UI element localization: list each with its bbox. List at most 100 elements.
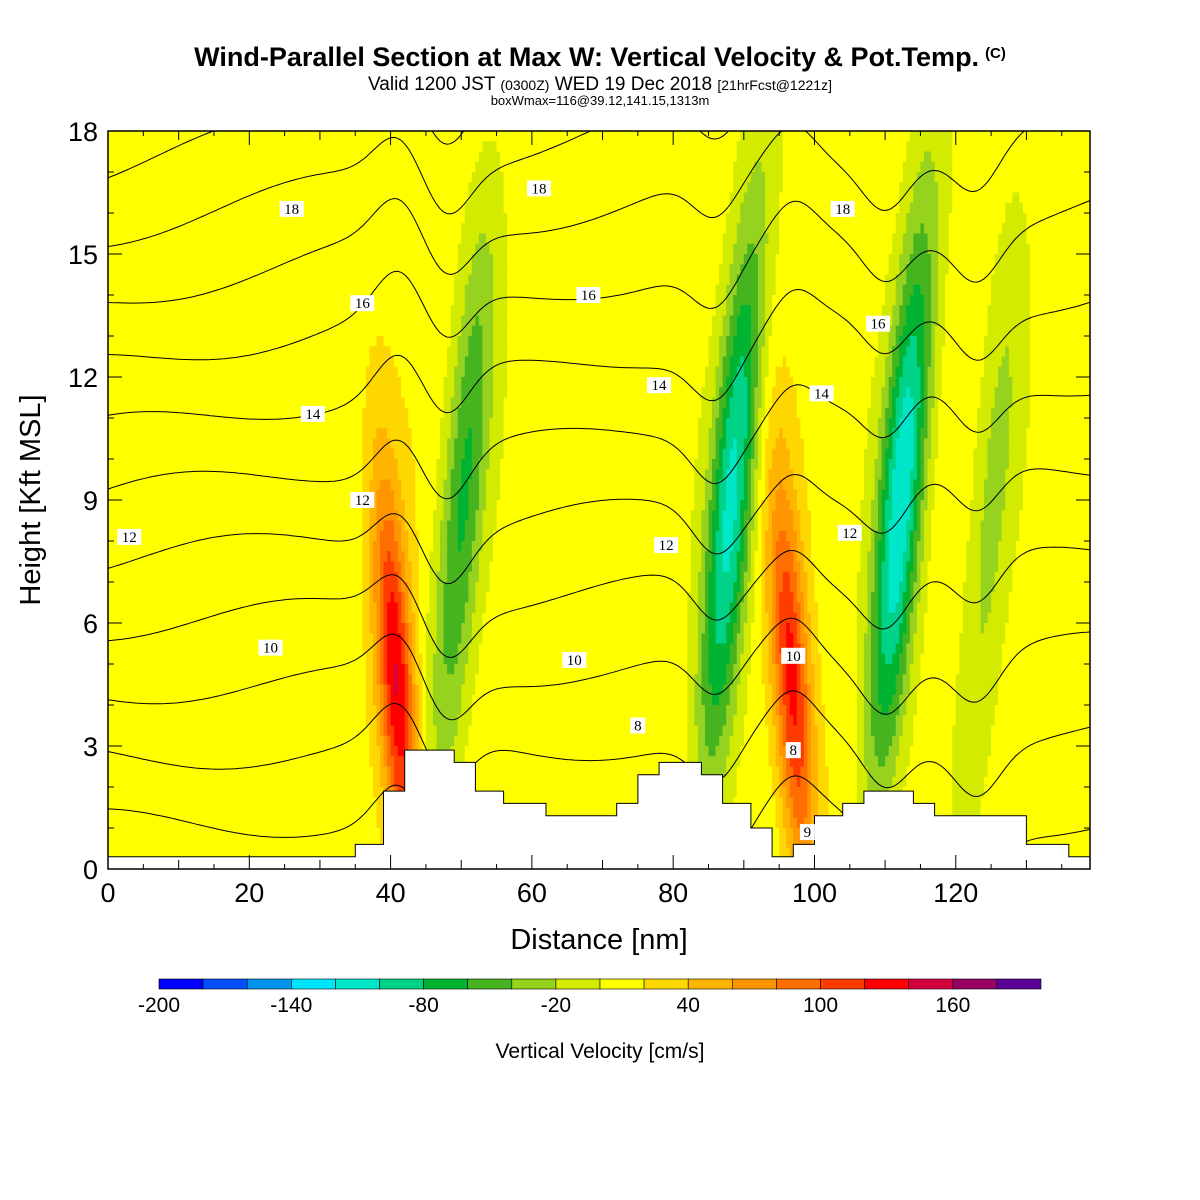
velocity-cell (447, 366, 455, 378)
velocity-cell (754, 161, 763, 173)
velocity-cell (863, 633, 872, 645)
velocity-cell (991, 746, 1090, 757)
velocity-cell (757, 377, 763, 388)
velocity-cell (408, 653, 413, 665)
velocity-cell (782, 817, 791, 829)
velocity-cell (810, 746, 819, 757)
velocity-cell (697, 746, 710, 757)
velocity-cell (945, 336, 985, 347)
velocity-cell (464, 612, 473, 624)
x-axis-label: Distance [nm] (510, 924, 687, 956)
velocity-cell (489, 459, 501, 470)
velocity-cell (425, 694, 434, 706)
velocity-cell (461, 459, 473, 470)
velocity-cell (909, 746, 953, 757)
velocity-cell (878, 336, 890, 347)
velocity-cell (701, 541, 710, 552)
velocity-cell (108, 315, 452, 327)
velocity-cell (768, 520, 773, 532)
velocity-cell (810, 520, 861, 532)
velocity-cell (108, 407, 363, 419)
velocity-cell (507, 377, 706, 388)
velocity-cell (881, 305, 893, 317)
velocity-cell (701, 694, 713, 706)
velocity-cell (383, 602, 388, 614)
contour-label-12: 12 (350, 492, 375, 509)
velocity-cell (719, 264, 731, 276)
isentrope-16 (108, 131, 1026, 304)
velocity-cell (471, 561, 480, 573)
velocity-cell (464, 284, 494, 296)
velocity-cell (383, 582, 399, 593)
velocity-cell (740, 305, 752, 317)
velocity-cell (821, 674, 858, 686)
velocity-cell (874, 735, 893, 747)
velocity-cell (913, 500, 918, 511)
velocity-cell (916, 346, 925, 358)
velocity-cell (902, 397, 914, 409)
velocity-cell (856, 715, 865, 727)
velocity-cell (796, 715, 805, 727)
velocity-cell (722, 377, 727, 388)
velocity-cell (704, 561, 713, 573)
velocity-cell (729, 192, 745, 204)
velocity-cell (376, 428, 388, 440)
velocity-cell (895, 684, 904, 696)
velocity-cell (899, 387, 907, 399)
velocity-cell (1001, 643, 1090, 655)
velocity-cell (870, 612, 879, 624)
velocity-cell (401, 377, 445, 388)
copyright-mark: (C) (985, 45, 1006, 62)
velocity-cell (874, 530, 883, 542)
velocity-cell (415, 694, 420, 706)
velocity-cell (867, 776, 893, 788)
velocity-cell (775, 664, 780, 675)
velocity-cell (796, 592, 805, 604)
velocity-cell (383, 694, 388, 706)
velocity-cell (415, 623, 420, 634)
velocity-cell (902, 684, 911, 696)
velocity-cell (976, 838, 1090, 850)
velocity-cell (397, 582, 402, 593)
velocity-cell (768, 633, 773, 645)
velocity-cell (803, 653, 809, 665)
velocity-cell (782, 428, 801, 440)
velocity-cell (482, 141, 498, 153)
velocity-cell (369, 612, 378, 624)
velocity-cell (1029, 254, 1090, 265)
velocity-cell (775, 756, 784, 768)
velocity-cell (468, 274, 494, 286)
velocity-cell (461, 325, 473, 337)
velocity-cell (457, 264, 473, 276)
contour-label-text: 18 (284, 202, 299, 218)
velocity-cell (916, 438, 922, 450)
contour-label-text: 18 (531, 181, 546, 197)
velocity-cell (888, 602, 897, 614)
velocity-cell (387, 428, 413, 440)
velocity-cell (733, 243, 748, 255)
velocity-cell (687, 725, 699, 737)
velocity-cell (874, 366, 886, 378)
velocity-cell (450, 325, 462, 337)
velocity-cell (782, 756, 787, 768)
velocity-cell (471, 469, 480, 481)
velocity-cell (807, 602, 819, 614)
velocity-cell (411, 592, 420, 604)
velocity-cell (108, 633, 363, 645)
velocity-cell (807, 674, 816, 686)
velocity-cell (888, 418, 897, 429)
velocity-cell (909, 254, 932, 265)
velocity-cell (729, 202, 741, 214)
velocity-cell (810, 510, 861, 522)
velocity-cell (108, 510, 363, 522)
velocity-cell (892, 305, 900, 317)
velocity-cell (108, 192, 469, 204)
velocity-cell (394, 756, 409, 768)
velocity-cell (369, 541, 374, 552)
velocity-cell (747, 407, 752, 419)
velocity-cell (906, 223, 922, 235)
velocity-cell (471, 448, 484, 460)
velocity-cell (729, 643, 738, 655)
velocity-cell (425, 735, 438, 747)
